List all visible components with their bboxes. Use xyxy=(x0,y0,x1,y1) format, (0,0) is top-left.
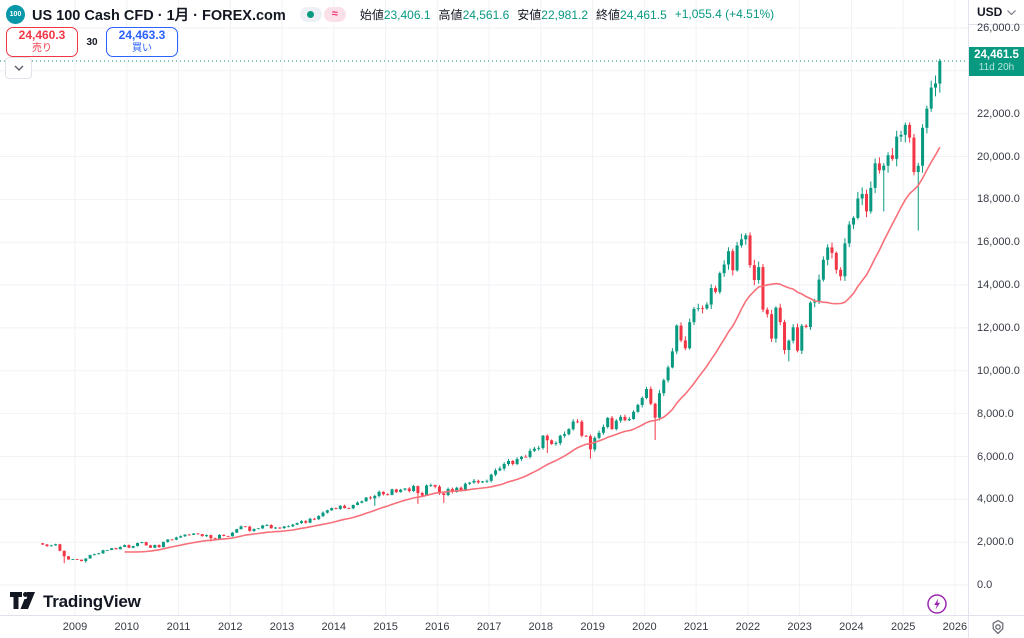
high-label: 高値 xyxy=(438,7,463,22)
close-value: 24,461.5 xyxy=(620,7,667,22)
sell-price: 24,460.3 xyxy=(18,28,66,43)
spread-value: 30 xyxy=(86,36,98,48)
price-axis-label: 16,000.0 xyxy=(977,236,1020,249)
buy-button[interactable]: 24,463.3 買い xyxy=(106,27,178,57)
high-value: 24,561.6 xyxy=(462,7,510,22)
time-axis-label: 2016 xyxy=(425,621,450,633)
current-price-value: 24,461.5 xyxy=(974,48,1019,61)
time-axis-label: 2020 xyxy=(632,621,657,633)
chevron-down-icon xyxy=(1007,9,1016,15)
open-value: 23,406.1 xyxy=(383,7,431,22)
axis-divider xyxy=(968,615,969,638)
price-axis-label: 26,000.0 xyxy=(977,22,1020,34)
low-value: 22,981.2 xyxy=(541,7,589,22)
symbol-legend: 100 US 100 Cash CFD · 1月 · FOREX.com ≈ 始… xyxy=(6,4,774,24)
buy-price: 24,463.3 xyxy=(118,28,166,43)
time-axis[interactable]: 2009 2010 2011 2012 2013 2014 2015 2016 2017 2018… xyxy=(0,615,1024,638)
market-status-pills: ≈ xyxy=(299,6,346,22)
time-axis-label: 2017 xyxy=(476,621,502,633)
time-axis-label: 2018 xyxy=(528,621,554,633)
trade-panel: 24,460.3 売り 30 24,463.3 買い xyxy=(6,27,178,57)
tradingview-logo-icon xyxy=(10,592,35,609)
time-axis-label: 2022 xyxy=(735,621,761,633)
time-axis-label: 2010 xyxy=(114,621,140,633)
lightning-icon[interactable] xyxy=(926,593,948,620)
brand-name: TradingView xyxy=(43,592,141,611)
collapse-panel-button[interactable] xyxy=(5,57,32,79)
current-price-badge: 24,461.5 11d 20h xyxy=(969,46,1024,76)
price-axis-label: 14,000.0 xyxy=(977,279,1020,292)
symbol-title[interactable]: US 100 Cash CFD · 1月 · FOREX.com xyxy=(32,7,286,24)
time-axis-label: 2015 xyxy=(373,621,398,633)
time-axis-label: 2024 xyxy=(839,621,864,633)
time-axis-label: 2021 xyxy=(683,621,709,633)
price-axis-label: 2,000.0 xyxy=(977,536,1014,549)
change-value: +1,055.4 (+4.51%) xyxy=(674,7,775,21)
open-label: 始値 xyxy=(359,7,384,22)
price-axis-label: 10,000.0 xyxy=(977,364,1020,377)
time-axis-label: 2019 xyxy=(580,621,605,633)
tradingview-attribution[interactable]: TradingView xyxy=(10,592,141,612)
delayed-data-icon[interactable]: ≈ xyxy=(323,6,346,22)
price-axis-label: 8,000.0 xyxy=(977,407,1014,420)
currency-label: USD xyxy=(977,5,1003,19)
market-open-status-icon[interactable] xyxy=(299,6,322,22)
price-axis-label: 0.0 xyxy=(977,579,993,591)
time-axis-label: 2023 xyxy=(787,621,812,633)
price-axis-label: 22,000.0 xyxy=(977,107,1020,120)
time-axis-label: 2025 xyxy=(890,621,916,633)
bar-countdown: 11d 20h xyxy=(978,61,1015,73)
sell-button[interactable]: 24,460.3 売り xyxy=(6,27,78,57)
time-axis-label: 2014 xyxy=(321,621,347,633)
time-axis-label: 2013 xyxy=(269,621,295,633)
time-axis-label: 2012 xyxy=(218,621,243,633)
close-label: 終値 xyxy=(596,7,621,22)
settings-gear-icon[interactable] xyxy=(990,619,1006,638)
price-axis[interactable]: USD 24,461.5 11d 20h 26,000.0 22,000.0 20,… xyxy=(968,0,1024,615)
time-axis-label: 2009 xyxy=(62,621,88,633)
price-axis-label: 6,000.0 xyxy=(977,450,1014,463)
sell-label: 売り xyxy=(32,43,52,55)
time-axis-label: 2011 xyxy=(166,621,191,633)
low-label: 安値 xyxy=(517,7,542,22)
price-axis-label: 4,000.0 xyxy=(977,493,1014,506)
ohlc-legend: 始値23,406.1 高値24,561.6 安値22,981.2 終値24,46… xyxy=(360,6,774,23)
price-axis-label: 20,000.0 xyxy=(977,150,1020,163)
price-axis-label: 12,000.0 xyxy=(977,321,1020,334)
buy-label: 買い xyxy=(132,43,152,55)
chevron-down-icon xyxy=(14,65,23,71)
currency-selector[interactable]: USD xyxy=(969,0,1024,25)
price-axis-label: 18,000.0 xyxy=(977,193,1020,206)
time-axis-label: 2026 xyxy=(942,621,968,633)
symbol-logo-icon: 100 xyxy=(6,4,25,24)
